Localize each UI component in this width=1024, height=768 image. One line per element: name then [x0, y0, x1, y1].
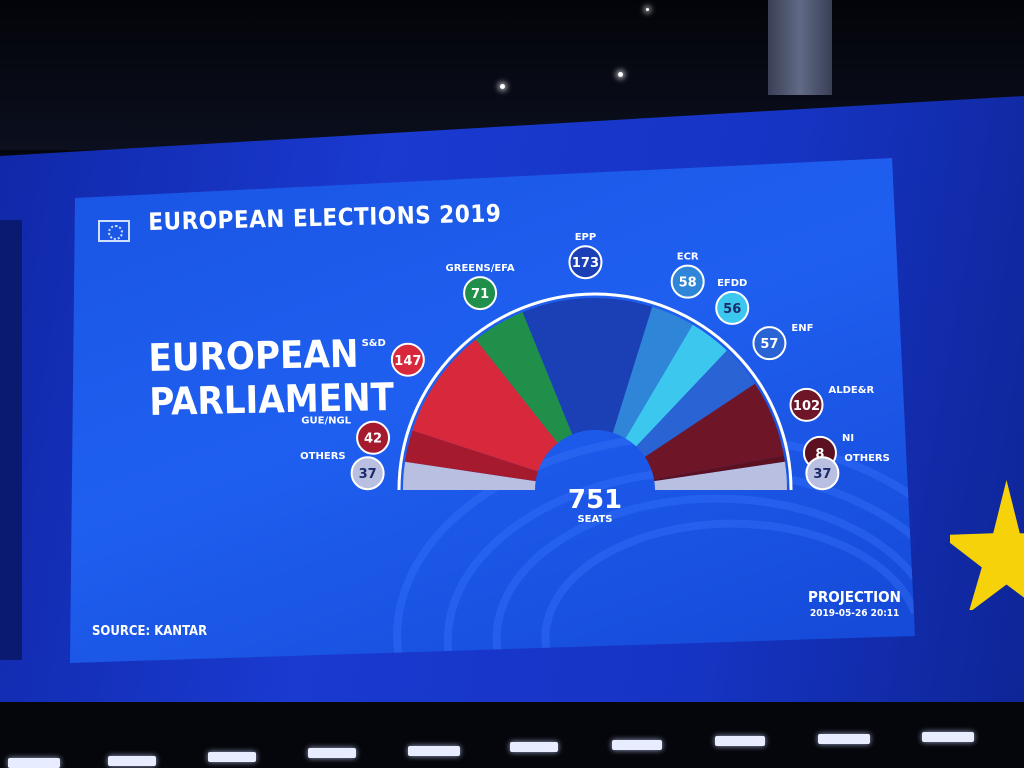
stage-light: [108, 756, 156, 766]
ceiling-light: [646, 8, 649, 11]
seat-segment-others: [403, 461, 536, 490]
stage-light: [715, 736, 765, 746]
source-note: SOURCE: KANTAR: [92, 624, 208, 639]
party-label: S&D: [362, 338, 386, 349]
party-label: EPP: [575, 232, 597, 243]
party-label: OTHERS: [300, 451, 345, 462]
hemicycle-outline: [397, 292, 793, 491]
seat-count-value: 42: [364, 432, 382, 447]
projection-label: PROJECTION: [808, 588, 901, 606]
seat-segment-greens-efa: [475, 312, 573, 443]
seat-count-badge: [356, 420, 391, 455]
eu-flag-icon: [98, 220, 130, 242]
seat-segment-efdd: [625, 324, 727, 447]
total-seats-value: 751: [568, 485, 622, 515]
ceiling-light: [618, 72, 623, 77]
seat-segment-epp: [522, 298, 653, 435]
party-label: GREENS/EFA: [446, 263, 515, 274]
seat-segment-ecr: [612, 306, 693, 439]
seat-count-value: 147: [394, 354, 421, 369]
seat-count-value: 37: [359, 467, 377, 482]
party-label: NI: [842, 433, 854, 444]
total-seats-label: SEATS: [577, 514, 612, 525]
stage-light: [510, 742, 558, 752]
stage-floor: [0, 702, 1024, 768]
ceiling-light: [500, 84, 505, 89]
party-label: OTHERS: [844, 453, 889, 464]
seat-segment-alde-r: [644, 383, 784, 480]
seat-count-badge: [752, 326, 787, 361]
stage-light: [922, 732, 974, 742]
seat-count-badge: [789, 387, 824, 422]
seat-count-badge: [390, 342, 425, 377]
stage-light: [408, 746, 460, 756]
results-screen: EUROPEAN ELECTIONS 2019 EUROPEAN PARLIAM…: [70, 158, 915, 663]
party-label: ECR: [677, 252, 699, 263]
stage-light: [308, 748, 356, 758]
seat-count-badge: [670, 264, 705, 299]
seat-count-value: 8: [815, 447, 824, 462]
seat-count-badge: [715, 290, 750, 325]
seat-distribution-chart: 37 OTHERS 42 GUE/NGL 147 S&D 71 GREENS/EFA 173 EP…: [300, 232, 890, 525]
side-screen-edge: [0, 220, 22, 660]
stage-light: [208, 752, 256, 762]
seat-segment-enf: [636, 350, 755, 457]
seat-segment-s-d: [412, 339, 558, 472]
stage-light: [818, 734, 870, 744]
party-label: EFDD: [717, 278, 747, 289]
seat-count-value: 37: [813, 467, 831, 482]
ceiling-pillar: [768, 0, 832, 95]
seat-count-badge: [463, 276, 498, 311]
seat-count-value: 58: [679, 276, 697, 291]
seat-count-badge: [805, 456, 840, 491]
seat-count-value: 71: [471, 287, 489, 302]
seat-count-value: 56: [723, 302, 741, 317]
seat-segment-others: [654, 461, 787, 490]
seat-count-value: 102: [793, 399, 820, 414]
seat-count-badge: [350, 456, 385, 491]
projection-date: 2019-05-26 20:11: [810, 608, 900, 619]
seat-segment-ni: [654, 455, 785, 482]
seat-count-value: 173: [572, 256, 599, 271]
party-label: GUE/NGL: [301, 416, 351, 427]
party-label: ENF: [791, 323, 813, 334]
seat-count-badge: [568, 245, 603, 280]
seat-segment-gue-ngl: [405, 430, 538, 482]
stage-light: [612, 740, 662, 750]
stage-light: [8, 758, 60, 768]
eu-star-decoration: [950, 480, 1024, 610]
seat-count-value: 57: [760, 337, 778, 352]
party-label: ALDE&R: [829, 385, 875, 396]
